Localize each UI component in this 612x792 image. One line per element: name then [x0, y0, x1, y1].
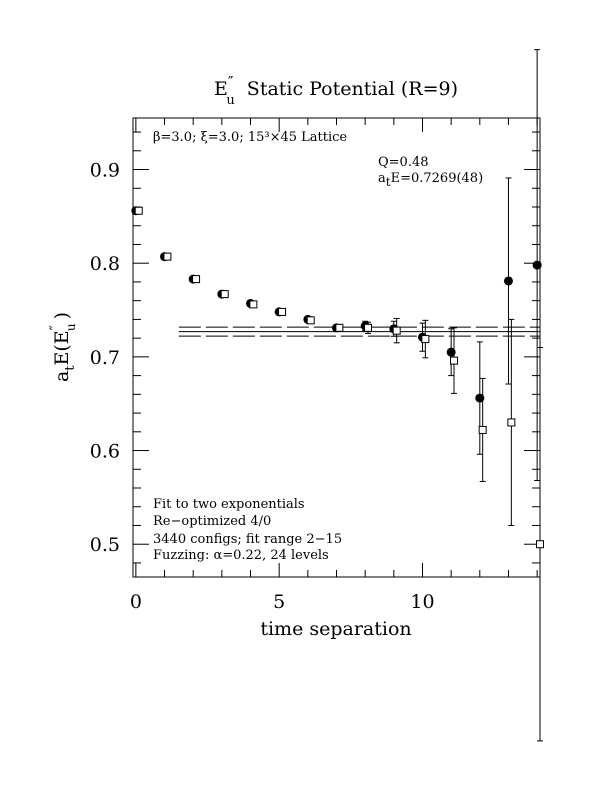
- fit-energy-value: E=0.7269(48): [391, 171, 484, 186]
- circle-point: [446, 328, 456, 377]
- square-marker: [220, 290, 229, 299]
- square-point: [163, 252, 172, 261]
- fit-energy-sub: t: [386, 175, 391, 189]
- square-point: [421, 319, 430, 359]
- square-marker: [536, 540, 544, 549]
- square-marker: [192, 275, 201, 284]
- fit-energy-prefix: a: [378, 171, 386, 186]
- lattice-label: β=3.0; ξ=3.0; 15³×45 Lattice: [153, 130, 347, 145]
- title-main: E: [214, 78, 228, 100]
- square-point: [507, 318, 516, 526]
- axis-tick-labels: 0 5 10 0.5 0.6 0.7 0.8 0.9: [90, 160, 435, 613]
- y-tick-label: 0.5: [90, 534, 120, 556]
- square-point: [364, 321, 373, 334]
- ylabel-a: a: [51, 371, 73, 382]
- ylabel-t: t: [63, 365, 78, 371]
- data-series: [131, 49, 544, 742]
- square-marker: [478, 425, 487, 434]
- square-marker: [306, 316, 315, 325]
- circle-point: [532, 49, 542, 482]
- square-point: [306, 316, 315, 325]
- y-tick-label: 0.7: [90, 347, 120, 369]
- circle-marker: [532, 260, 542, 270]
- fit-q-label: Q=0.48: [378, 155, 429, 170]
- ylabel-e: E(E: [51, 330, 73, 365]
- square-marker: [450, 356, 459, 365]
- ylabel-close: ): [51, 312, 73, 319]
- y-tick-label: 0.6: [90, 441, 120, 463]
- square-point: [536, 347, 544, 742]
- circle-marker: [475, 393, 485, 403]
- square-point: [478, 377, 487, 482]
- x-tick-label: 5: [273, 591, 285, 613]
- square-marker: [249, 300, 258, 309]
- note-line-3: 3440 configs; fit range 2−15: [153, 532, 342, 547]
- title-sub: u: [226, 93, 234, 108]
- square-marker: [335, 323, 344, 332]
- circle-marker: [446, 347, 456, 357]
- y-axis-label: atE(E″u): [48, 312, 78, 382]
- square-point: [134, 206, 143, 215]
- square-point: [392, 317, 401, 344]
- ylabel-prime: ″: [48, 325, 64, 330]
- square-marker: [507, 418, 516, 427]
- axis-ticks: [133, 118, 540, 577]
- x-tick-label: 0: [130, 591, 142, 613]
- circle-marker: [503, 276, 513, 286]
- square-point: [278, 307, 287, 316]
- title-prime: ″: [228, 73, 234, 91]
- square-point: [450, 327, 459, 394]
- square-marker: [134, 206, 143, 215]
- square-marker: [421, 335, 430, 344]
- title-rest: Static Potential (R=9): [247, 78, 458, 100]
- fit-energy-label: atE=0.7269(48): [378, 171, 483, 189]
- square-point: [220, 290, 229, 299]
- ylabel-u: u: [64, 323, 78, 331]
- square-marker: [278, 307, 287, 316]
- square-point: [192, 275, 201, 284]
- note-line-2: Re−optimized 4/0: [153, 514, 271, 529]
- note-line-1: Fit to two exponentials: [153, 497, 305, 512]
- square-point: [335, 323, 344, 332]
- square-marker: [364, 323, 373, 332]
- circle-point: [475, 341, 485, 455]
- note-line-4: Fuzzing: α=0.22, 24 levels: [153, 548, 329, 563]
- x-tick-label: 10: [410, 591, 434, 613]
- chart-title: E″ u Static Potential (R=9): [214, 73, 458, 108]
- x-axis-label: time separation: [260, 618, 411, 640]
- square-marker: [392, 326, 401, 335]
- square-marker: [163, 252, 172, 261]
- circle-point: [503, 177, 513, 385]
- y-tick-label: 0.9: [90, 160, 120, 182]
- fit-band: [178, 326, 540, 337]
- y-tick-label: 0.8: [90, 253, 120, 275]
- square-point: [249, 300, 258, 309]
